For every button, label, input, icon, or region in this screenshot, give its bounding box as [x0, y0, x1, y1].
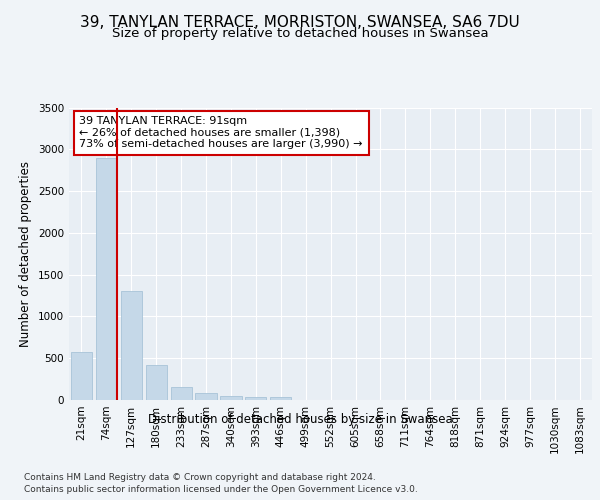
Bar [170, 387, 192, 400]
Text: Distribution of detached houses by size in Swansea: Distribution of detached houses by size … [148, 412, 452, 426]
Text: Size of property relative to detached houses in Swansea: Size of property relative to detached ho… [112, 28, 488, 40]
Text: 39 TANYLAN TERRACE: 91sqm
← 26% of detached houses are smaller (1,398)
73% of se: 39 TANYLAN TERRACE: 91sqm ← 26% of detac… [79, 116, 363, 150]
Bar [220, 396, 242, 400]
Text: 39, TANYLAN TERRACE, MORRISTON, SWANSEA, SA6 7DU: 39, TANYLAN TERRACE, MORRISTON, SWANSEA,… [80, 15, 520, 30]
Bar [196, 394, 217, 400]
Text: Contains HM Land Registry data © Crown copyright and database right 2024.: Contains HM Land Registry data © Crown c… [24, 472, 376, 482]
Y-axis label: Number of detached properties: Number of detached properties [19, 161, 32, 347]
Bar [71, 352, 92, 400]
Bar [245, 396, 266, 400]
Bar [96, 158, 117, 400]
Text: Contains public sector information licensed under the Open Government Licence v3: Contains public sector information licen… [24, 485, 418, 494]
Bar [270, 397, 292, 400]
Bar [121, 292, 142, 400]
Bar [146, 365, 167, 400]
